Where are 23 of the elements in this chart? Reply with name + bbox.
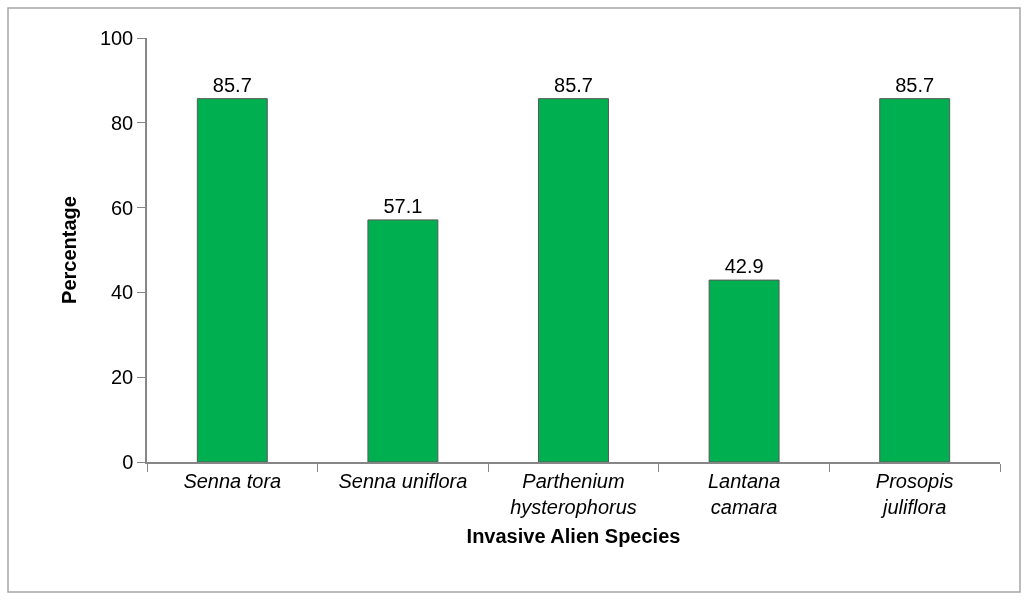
data-label: 85.7 (212, 73, 252, 96)
x-axis-title: Invasive Alien Species (466, 524, 681, 547)
x-tick-label: Parthenium hysterophorus (510, 469, 637, 518)
y-tick-label: 20 (111, 366, 134, 389)
bar (196, 98, 268, 462)
x-tick-label: Senna uniflora (338, 469, 468, 492)
bar (538, 98, 609, 462)
y-tick-label: 40 (111, 281, 134, 304)
data-label: 85.7 (554, 73, 593, 96)
data-label: 42.9 (724, 255, 764, 278)
bar (367, 219, 439, 462)
x-tick-label: Prosopis juliflora (875, 469, 954, 518)
y-axis-title: Percentage (57, 196, 80, 304)
y-tick-label: 0 (122, 451, 134, 473)
x-tick-label: Lantana camara (707, 469, 781, 518)
bar (879, 98, 951, 462)
data-label: 57.1 (383, 194, 423, 217)
x-tick-label: Senna tora (183, 469, 282, 492)
data-label: 85.7 (895, 73, 935, 96)
y-tick-label: 100 (99, 27, 134, 49)
bar (708, 279, 780, 462)
y-tick-label: 60 (111, 196, 134, 219)
y-tick-label: 80 (111, 111, 134, 134)
